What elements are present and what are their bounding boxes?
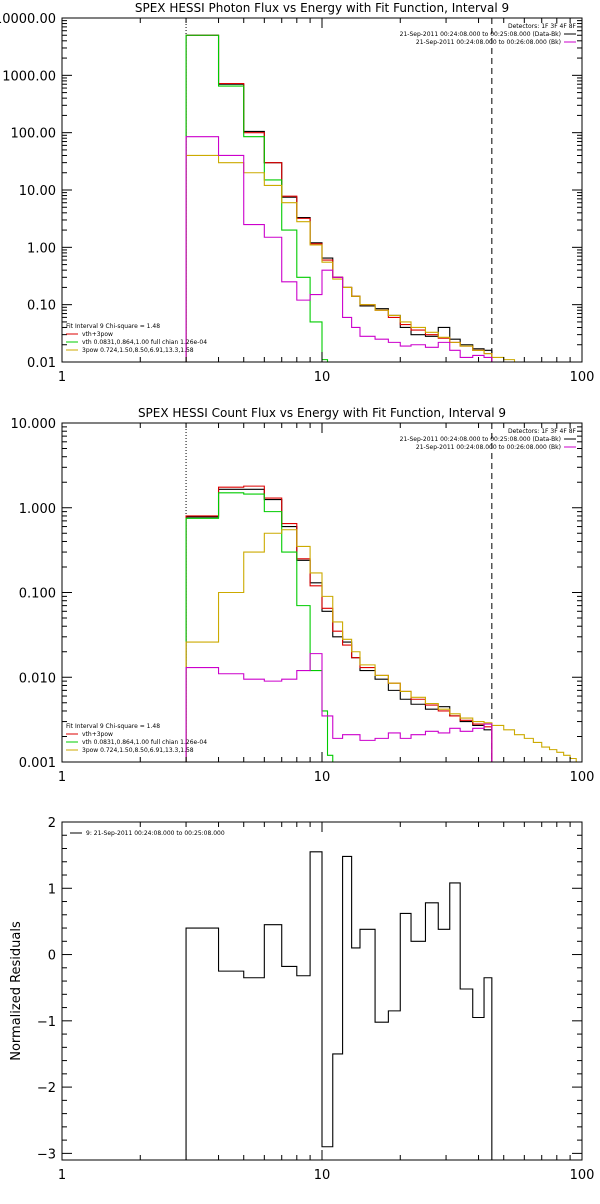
legend-entry: vth 0.0831,0.864,1.00 full chian 1.26e-0… <box>82 339 207 346</box>
chart-title: SPEX HESSI Photon Flux vs Energy with Fi… <box>135 1 509 15</box>
y-tick-label: 10.00 <box>19 184 56 199</box>
x-axis: 1 10 100 <box>58 822 595 1183</box>
legend-entry: vth+3pow <box>82 731 113 738</box>
legend-header: Fit Interval 9 Chi-square = 1.48 <box>66 723 160 730</box>
legend-entry: 21-Sep-2011 00:24:08.000 to 00:25:08.000… <box>400 31 561 38</box>
series-data <box>185 488 493 762</box>
y-tick-label: 1.000 <box>19 502 56 517</box>
y-tick-label: −1 <box>37 1015 56 1030</box>
y-axis: −3 −2 −1 0 1 2 <box>37 816 582 1162</box>
y-tick-label: 0.100 <box>19 587 56 602</box>
y-tick-label: 100.00 <box>11 127 57 142</box>
x-tick-label: 10 <box>314 1168 331 1183</box>
series-model-thermal <box>185 492 334 762</box>
legend-entry: vth 0.0831,0.864,1.00 full chian 1.26e-0… <box>82 739 207 746</box>
series-group <box>185 485 582 762</box>
legend-entry: 3pow 0.724,1.50,8.50,6.91,13.3,1.58 <box>82 347 194 354</box>
y-tick-label: 10.000 <box>11 417 57 432</box>
series-model-thermal <box>185 34 329 362</box>
y-tick-label: −2 <box>37 1081 56 1096</box>
x-tick-label: 1 <box>58 1168 66 1183</box>
y-axis: 0.01 0.10 1.00 10.00 100.00 1000.00 10000.00 <box>0 12 582 371</box>
legend-entry: 21-Sep-2011 00:24:08.000 to 00:26:08.000… <box>416 444 561 451</box>
x-axis: 1 10 100 <box>58 18 595 385</box>
y-tick-label: 0 <box>48 949 56 964</box>
y-tick-label: 0.10 <box>27 299 56 314</box>
legend-bottom: Fit Interval 9 Chi-square = 1.48vth+3pow… <box>66 323 207 354</box>
legend-header: Fit Interval 9 Chi-square = 1.48 <box>66 323 160 330</box>
y-tick-label: 10000.00 <box>0 12 56 27</box>
series-group <box>185 34 525 362</box>
y-tick-label: 2 <box>48 816 56 831</box>
legend-entry: 3pow 0.724,1.50,8.50,6.91,13.3,1.58 <box>82 747 194 754</box>
legend-entry: 21-Sep-2011 00:24:08.000 to 00:25:08.000… <box>400 436 561 443</box>
y-tick-label: 0.01 <box>27 356 56 371</box>
y-tick-label: −3 <box>37 1147 56 1162</box>
series-data <box>185 34 493 362</box>
y-tick-label: 1.00 <box>27 241 56 256</box>
x-axis: 1 10 100 <box>58 423 595 785</box>
series-background <box>185 653 493 762</box>
panel-3: 1 10 100 −3 −2 −1 0 1 2 Normalized Residuals 9: 21… <box>9 816 595 1183</box>
legend-header: Detectors: 1F 3F 4F 8F <box>508 428 577 435</box>
series-model-powerlaw <box>185 529 582 762</box>
x-tick-label: 100 <box>570 770 595 785</box>
plot-frame <box>61 17 583 363</box>
legend-entry: 9: 21-Sep-2011 00:24:08.000 to 00:25:08.… <box>86 830 225 837</box>
y-tick-label: 1 <box>48 882 56 897</box>
series-group <box>185 851 493 1160</box>
legend-top: 9: 21-Sep-2011 00:24:08.000 to 00:25:08.… <box>70 830 225 837</box>
x-tick-label: 1 <box>58 370 66 385</box>
legend-entry: 21-Sep-2011 00:24:08.000 to 00:26:08.000… <box>416 39 561 46</box>
x-tick-label: 10 <box>314 770 331 785</box>
x-tick-label: 1 <box>58 770 66 785</box>
x-tick-label: 100 <box>570 370 595 385</box>
y-tick-label: 0.010 <box>19 671 56 686</box>
x-tick-label: 10 <box>314 370 331 385</box>
y-axis: 0.001 0.010 0.100 1.000 10.000 <box>11 417 582 771</box>
series-model-powerlaw <box>185 154 525 362</box>
legend-bottom: Fit Interval 9 Chi-square = 1.48vth+3pow… <box>66 723 207 754</box>
panel-1: SPEX HESSI Photon Flux vs Energy with Fi… <box>0 1 594 385</box>
y-axis-label: Normalized Residuals <box>9 921 24 1061</box>
x-tick-label: 100 <box>570 1168 595 1183</box>
series-background <box>185 136 493 362</box>
y-tick-label: 1000.00 <box>2 69 56 84</box>
series-residuals <box>185 851 493 1160</box>
panel-2: SPEX HESSI Count Flux vs Energy with Fit… <box>11 406 595 785</box>
legend-entry: vth+3pow <box>82 331 113 338</box>
y-tick-label: 0.001 <box>19 756 56 771</box>
legend-header: Detectors: 1F 3F 4F 8F <box>508 23 577 30</box>
chart-title: SPEX HESSI Count Flux vs Energy with Fit… <box>138 406 506 420</box>
